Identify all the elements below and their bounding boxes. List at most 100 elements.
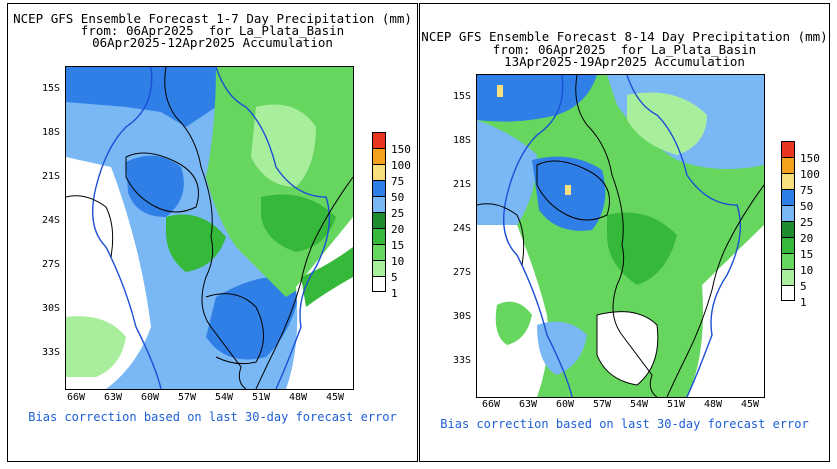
legend-label: 10 [391, 255, 405, 268]
precip-field-lightgreen-sw [66, 316, 126, 377]
color-legend [781, 141, 795, 301]
lon-tick: 63W [518, 399, 538, 410]
lon-tick: 54W [629, 399, 649, 410]
lon-tick: 45W [325, 392, 345, 403]
lat-tick: 21S [41, 171, 60, 182]
precip-field-light-blue-west [477, 120, 537, 225]
lon-tick: 45W [740, 399, 760, 410]
paraguay-border [536, 160, 610, 221]
uruguay-border [205, 293, 264, 365]
legend-label: 100 [800, 168, 820, 181]
bias-correction-note: Bias correction based on last 30-day for… [28, 410, 397, 424]
precip-field-green-sw [495, 301, 532, 345]
lat-tick: 24S [41, 215, 60, 226]
national-border-2 [477, 203, 525, 266]
lon-tick: 57W [177, 392, 197, 403]
precipitation-map [65, 66, 354, 390]
legend-label: 5 [391, 271, 398, 284]
lon-tick: 60W [555, 399, 575, 410]
legend-label: 25 [391, 207, 405, 220]
panel-title-line3: 06Apr2025-12Apr2025 Accumulation [92, 35, 333, 50]
legend-swatch [781, 269, 795, 285]
legend-swatch [372, 212, 386, 228]
lat-tick: 30S [452, 311, 471, 322]
lon-tick: 51W [666, 399, 686, 410]
legend-label: 50 [391, 191, 405, 204]
legend-label: 75 [800, 184, 814, 197]
precip-field-dry-uruguay [597, 311, 658, 385]
legend-label: 50 [800, 200, 814, 213]
panel-title-line2: from: 06Apr2025 for La_Plata_Basin [492, 42, 757, 57]
panel-title-line1: NCEP GFS Ensemble Forecast 1-7 Day Preci… [13, 11, 412, 26]
precip-field-yellow-spot [497, 85, 503, 97]
uruguay-border [596, 311, 659, 386]
bias-correction-note: Bias correction based on last 30-day for… [440, 417, 809, 431]
forecast-panel-8-14-day: NCEP GFS Ensemble Forecast 8-14 Day Prec… [419, 3, 830, 462]
basin-boundary-east [626, 75, 742, 397]
lon-tick: 48W [703, 399, 723, 410]
lon-tick: 66W [481, 399, 501, 410]
lat-tick: 18S [41, 127, 60, 138]
legend-swatch [781, 173, 795, 189]
precip-field-blue-chaco [126, 155, 184, 217]
panel-title-line2: from: 06Apr2025 for La_Plata_Basin [80, 23, 345, 38]
national-border-2 [66, 195, 114, 258]
legend-label: 150 [800, 152, 820, 165]
paraguay-border [125, 152, 199, 213]
precip-field-ocean [687, 225, 764, 397]
precip-field-yellow-spot [565, 185, 571, 195]
legend-swatch [781, 189, 795, 205]
precip-field-blue-north [66, 67, 226, 127]
national-border-1 [164, 67, 247, 389]
lon-tick: 66W [66, 392, 86, 403]
lat-tick: 33S [41, 347, 60, 358]
lon-tick: 48W [288, 392, 308, 403]
coastline [255, 176, 353, 389]
basin-boundary-east [215, 67, 331, 389]
legend-swatch [372, 244, 386, 260]
legend-swatch [372, 260, 386, 276]
precip-field-green-3 [166, 214, 226, 272]
precip-field-blue-south [206, 277, 301, 360]
lon-tick: 51W [251, 392, 271, 403]
legend-swatch [372, 132, 386, 148]
legend-label: 15 [391, 239, 405, 252]
legend-swatch [781, 157, 795, 173]
legend-swatch [372, 148, 386, 164]
legend-swatch [781, 253, 795, 269]
legend-label: 100 [391, 159, 411, 172]
legend-label: 1 [800, 296, 807, 309]
precipitation-map-svg [66, 67, 353, 389]
legend-swatch [372, 276, 386, 292]
lat-tick: 24S [452, 223, 471, 234]
precipitation-map-svg [477, 75, 764, 397]
legend-swatch [372, 164, 386, 180]
legend-swatch [372, 180, 386, 196]
color-legend [372, 132, 386, 292]
legend-swatch [781, 221, 795, 237]
precip-field-green-2 [607, 212, 677, 285]
legend-swatch [781, 205, 795, 221]
lat-tick: 15S [41, 83, 60, 94]
legend-label: 20 [391, 223, 405, 236]
lon-tick: 57W [592, 399, 612, 410]
basin-boundary-west [502, 75, 573, 397]
precip-field-blue-north [477, 75, 597, 122]
basin-boundary-west [91, 67, 162, 389]
legend-label: 20 [800, 232, 814, 245]
lon-tick: 54W [214, 392, 234, 403]
panel-title-line1: NCEP GFS Ensemble Forecast 8-14 Day Prec… [421, 29, 828, 44]
precipitation-map [476, 74, 765, 398]
legend-swatch [781, 237, 795, 253]
lon-tick: 63W [103, 392, 123, 403]
coastline [666, 184, 764, 397]
precip-field-lightgreen-1 [251, 104, 316, 187]
legend-swatch [372, 196, 386, 212]
lat-tick: 27S [452, 267, 471, 278]
national-border-1 [575, 75, 658, 397]
precip-field-lightblue-sw [537, 321, 587, 375]
forecast-panel-1-7-day: NCEP GFS Ensemble Forecast 1-7 Day Preci… [7, 3, 418, 462]
legend-label: 75 [391, 175, 405, 188]
lon-tick: 60W [140, 392, 160, 403]
panel-title-line3: 13Apr2025-19Apr2025 Accumulation [504, 54, 745, 69]
